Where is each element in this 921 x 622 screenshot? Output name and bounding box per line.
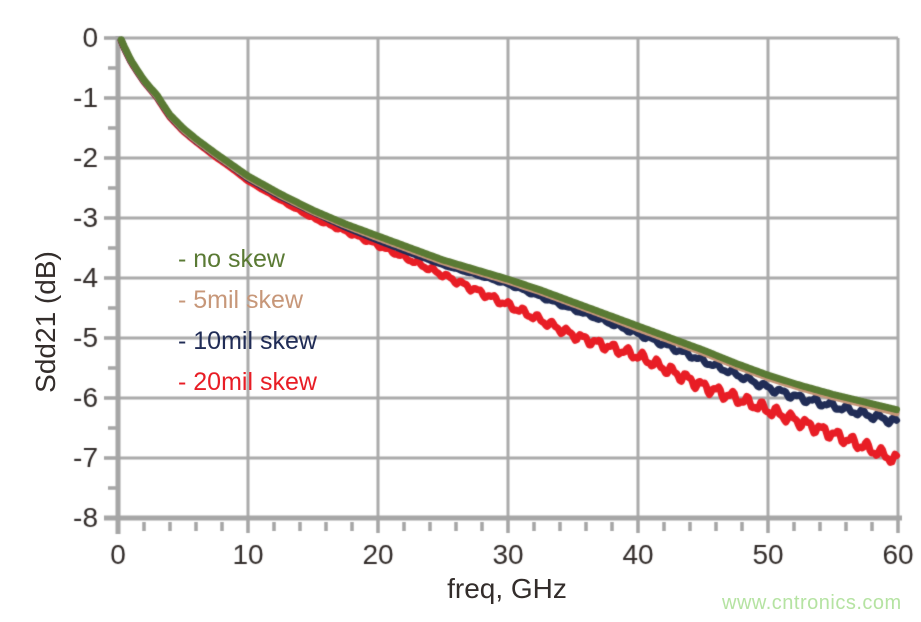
- legend-item-10mil-skew: - 10mil skew: [178, 327, 317, 355]
- legend-item-20mil-skew: - 20mil skew: [178, 368, 317, 396]
- y-axis-title: Sdd21 (dB): [30, 251, 61, 393]
- x-axis-title: freq, GHz: [447, 573, 567, 604]
- legend-item-5mil-skew: - 5mil skew: [178, 286, 304, 314]
- legend: - no skew - 5mil skew - 10mil skew - 20m…: [178, 239, 317, 403]
- watermark-text: www.cntronics.com: [722, 592, 902, 614]
- legend-item-no-skew: - no skew: [178, 245, 285, 273]
